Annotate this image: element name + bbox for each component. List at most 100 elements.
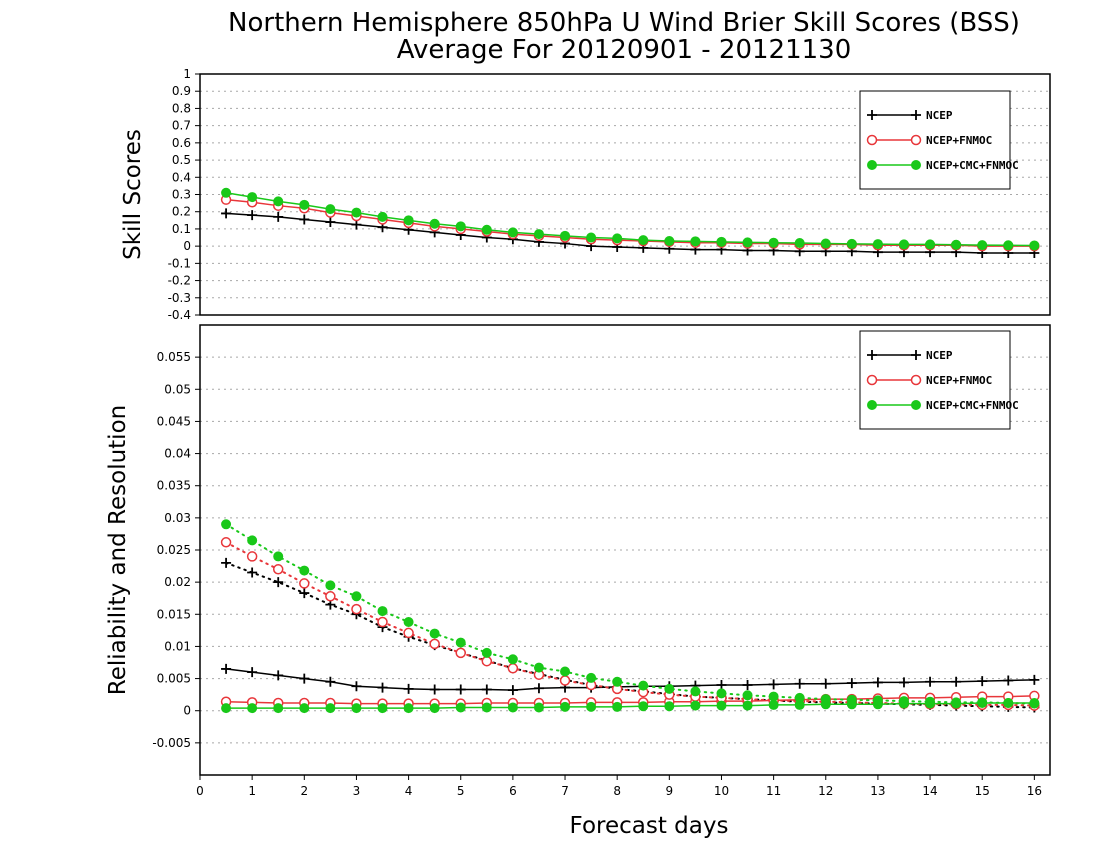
data-point-plus (455, 684, 466, 695)
chart-subtitle: Average For 20120901 - 20121130 (397, 35, 852, 65)
data-point-plus (429, 684, 440, 695)
y-tick-label: 0.9 (172, 84, 191, 98)
x-tick-label: 9 (666, 784, 674, 798)
data-point-filled-circle (325, 204, 336, 215)
data-point-plus (351, 219, 362, 230)
data-point-filled-circle (742, 237, 753, 248)
data-point-filled-circle (299, 703, 310, 714)
data-point-filled-circle (1029, 240, 1040, 251)
data-point-open-circle (507, 663, 519, 674)
series-line (226, 695, 1035, 705)
data-point-filled-circle (742, 690, 753, 701)
data-point-filled-circle (638, 680, 649, 691)
x-tick-label: 12 (818, 784, 833, 798)
legend-entry: NCEP (867, 109, 953, 122)
data-point-filled-circle (273, 196, 284, 207)
y-tick-label: 0.1 (172, 222, 191, 236)
series-ncep-fnmoc-reliability-line (220, 690, 1040, 709)
data-point-filled-circle (481, 224, 492, 235)
data-point-plus (221, 663, 232, 674)
data-point-filled-circle (911, 400, 921, 410)
data-point-plus (351, 681, 362, 692)
data-point-plus (247, 210, 258, 221)
y-tick-label: 0.055 (157, 350, 191, 364)
data-point-filled-circle (664, 701, 675, 712)
data-point-filled-circle (846, 694, 857, 705)
data-point-filled-circle (951, 239, 962, 250)
data-point-filled-circle (638, 701, 649, 712)
data-point-plus (794, 678, 805, 689)
y-tick-label: 0.3 (172, 188, 191, 202)
data-point-filled-circle (247, 703, 258, 714)
data-point-filled-circle (716, 236, 727, 247)
data-point-filled-circle (690, 236, 701, 247)
data-point-plus (247, 567, 258, 578)
y-tick-label: 0.005 (157, 672, 191, 686)
data-point-filled-circle (273, 703, 284, 714)
x-tick-label: 14 (922, 784, 937, 798)
data-point-plus (533, 683, 544, 694)
y-tick-label: 0.7 (172, 119, 191, 133)
chart-title: Northern Hemisphere 850hPa U Wind Brier … (228, 8, 1020, 38)
data-point-open-circle (559, 675, 571, 686)
data-point-open-circle (325, 591, 336, 602)
data-point-plus (325, 676, 336, 687)
data-point-plus (898, 677, 909, 688)
data-point-plus (273, 577, 284, 588)
x-tick-label: 11 (766, 784, 781, 798)
y-axis-label: Skill Scores (120, 129, 146, 260)
series-line (225, 668, 1035, 691)
data-point-filled-circle (612, 233, 623, 244)
data-point-filled-circle (925, 696, 936, 707)
data-point-plus (846, 678, 857, 689)
y-tick-label: -0.4 (168, 308, 191, 322)
data-point-filled-circle (872, 239, 883, 250)
legend-label: NCEP+FNMOC (926, 134, 992, 147)
series-ncep-cmc-fnmoc-line (221, 187, 1040, 251)
data-point-filled-circle (664, 235, 675, 246)
data-point-plus (820, 678, 831, 689)
legend-entry: NCEP+CMC+FNMOC (867, 399, 1019, 412)
data-point-open-circle (272, 564, 284, 575)
series-ncep-resolution-line (221, 557, 1040, 713)
data-point-open-circle (403, 627, 414, 639)
data-point-open-circle (220, 537, 232, 548)
y-tick-label: 0.01 (164, 639, 191, 653)
series-line (225, 523, 1036, 705)
data-point-filled-circle (846, 238, 857, 249)
data-point-filled-circle (221, 703, 232, 714)
x-tick-label: 1 (248, 784, 256, 798)
data-point-filled-circle (911, 160, 921, 170)
y-tick-label: 0.5 (172, 153, 191, 167)
x-tick-label: 0 (196, 784, 204, 798)
series-line (226, 212, 1035, 254)
data-point-filled-circle (820, 238, 831, 249)
legend-label: NCEP (926, 109, 953, 122)
data-point-filled-circle (716, 700, 727, 711)
y-tick-label: 0.015 (157, 607, 191, 621)
data-point-filled-circle (898, 239, 909, 250)
data-point-open-circle (866, 374, 878, 386)
data-point-filled-circle (977, 240, 988, 251)
y-tick-label: 0.4 (172, 170, 191, 184)
y-axis-label: Reliability and Resolution (105, 405, 131, 695)
data-point-plus (507, 685, 518, 696)
legend-entry: NCEP+CMC+FNMOC (867, 159, 1019, 172)
data-point-plus (872, 677, 883, 688)
data-point-filled-circle (690, 686, 701, 697)
data-point-filled-circle (481, 702, 492, 713)
legend-entry: NCEP+FNMOC (866, 374, 992, 387)
data-point-open-circle (481, 655, 493, 667)
data-point-filled-circle (403, 215, 414, 226)
data-point-open-circle (910, 134, 922, 146)
x-tick-label: 3 (353, 784, 361, 798)
data-point-plus (925, 676, 936, 687)
series-ncep-reliability-line (221, 663, 1040, 696)
data-point-filled-circle (560, 666, 571, 677)
data-point-filled-circle (872, 695, 883, 706)
data-point-plus (247, 667, 258, 678)
data-point-open-circle (299, 578, 310, 589)
data-point-filled-circle (716, 688, 727, 699)
data-point-plus (951, 676, 962, 687)
